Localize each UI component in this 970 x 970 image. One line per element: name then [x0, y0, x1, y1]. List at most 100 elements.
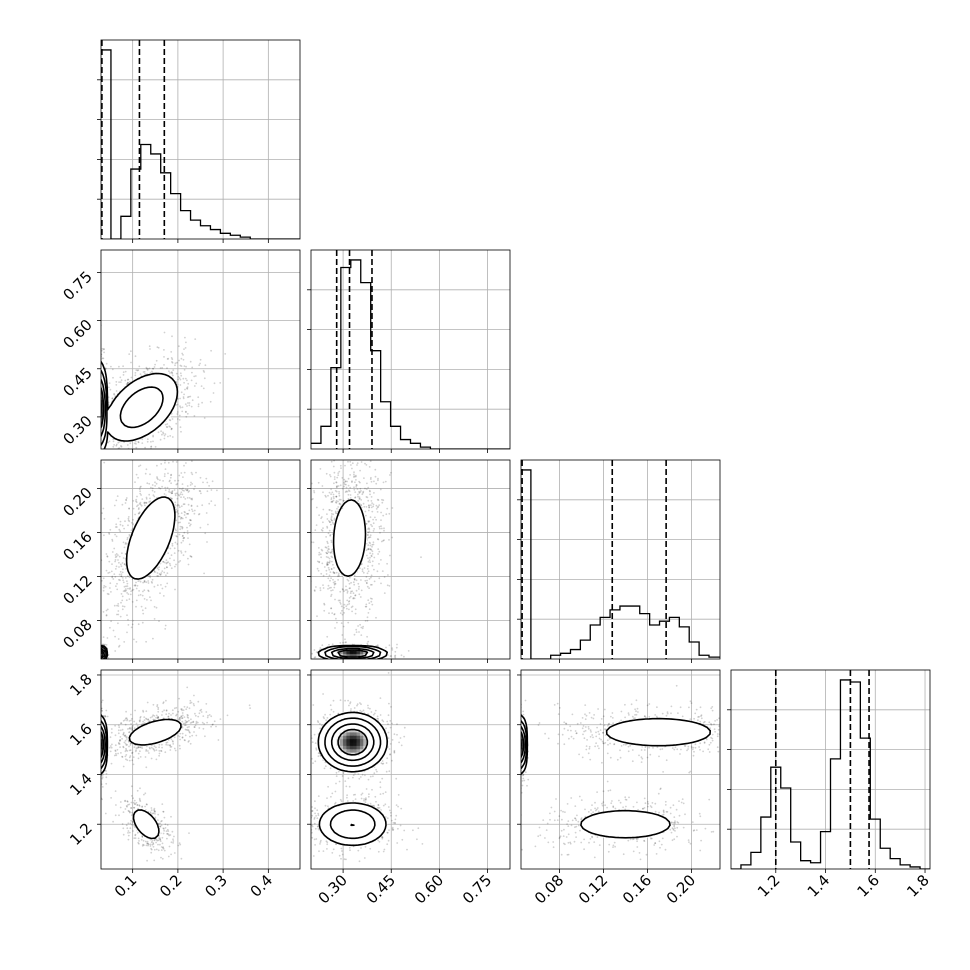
sample-point — [103, 457, 105, 459]
sample-point — [389, 655, 392, 657]
sample-point — [112, 438, 115, 441]
sample-point — [175, 452, 177, 454]
sample-point — [371, 502, 373, 504]
sample-point — [385, 661, 387, 663]
sample-point — [353, 488, 356, 491]
sample-point — [330, 607, 332, 610]
sample-point — [95, 659, 97, 661]
sample-point — [331, 500, 334, 503]
sample-point — [159, 367, 162, 369]
density-cell — [166, 532, 171, 537]
density-cell — [143, 379, 148, 384]
density-cell — [143, 413, 148, 418]
sample-point — [329, 534, 332, 536]
sample-point — [95, 653, 97, 655]
density-cell — [336, 515, 341, 520]
density-cell — [109, 430, 114, 435]
sample-point — [355, 479, 357, 481]
sample-point — [97, 652, 99, 654]
sample-point — [344, 480, 347, 483]
sample-point — [347, 498, 350, 500]
sample-point — [124, 370, 127, 373]
sample-point — [174, 588, 176, 591]
sample-point — [121, 571, 124, 574]
sample-point — [364, 510, 367, 513]
density-cell — [163, 498, 168, 503]
sample-point — [321, 549, 324, 552]
sample-point — [353, 473, 355, 476]
sample-point — [106, 637, 109, 639]
density-cell — [163, 410, 168, 415]
sample-point — [329, 521, 331, 524]
sample-point — [111, 397, 114, 400]
sample-point — [111, 368, 114, 371]
x-tick-label: 1.2 — [754, 871, 784, 901]
density-cell — [143, 406, 148, 411]
sample-point — [188, 402, 191, 404]
density-cell — [153, 508, 158, 513]
sample-point — [348, 576, 351, 579]
sample-point — [182, 539, 184, 542]
density-cell — [143, 559, 148, 564]
sample-point — [97, 659, 99, 661]
density-cell — [119, 400, 124, 405]
density-cell — [136, 413, 141, 418]
density-cell — [163, 386, 168, 391]
sample-point — [129, 588, 131, 590]
sample-point — [129, 482, 131, 484]
sample-point — [188, 543, 191, 546]
sample-point — [383, 527, 385, 530]
density-cell — [106, 420, 111, 425]
sample-point — [119, 376, 122, 379]
sample-point — [98, 411, 100, 413]
sample-point — [194, 375, 197, 377]
sample-point — [357, 582, 360, 585]
sample-point — [180, 472, 183, 474]
density-cell — [101, 437, 104, 442]
sample-point — [366, 455, 368, 457]
sample-point — [180, 374, 183, 377]
sample-point — [339, 484, 342, 487]
density-cell — [170, 505, 175, 510]
density-cell — [139, 420, 144, 425]
sample-point — [380, 540, 383, 543]
sample-point — [327, 548, 330, 550]
sample-point — [180, 365, 183, 367]
sample-point — [204, 532, 207, 535]
sample-point — [326, 540, 329, 543]
sample-point — [102, 659, 104, 661]
density-cell — [133, 420, 138, 425]
sample-point — [149, 348, 151, 350]
sample-point — [97, 662, 99, 664]
sample-point — [169, 476, 172, 479]
sample-point — [350, 464, 352, 466]
sample-point — [118, 528, 121, 531]
sample-point — [186, 387, 188, 390]
sample-point — [391, 649, 394, 651]
density-cell — [166, 539, 171, 544]
density-cell — [356, 508, 361, 513]
density-cell — [136, 572, 141, 577]
density-cell — [163, 539, 168, 544]
sample-point — [355, 579, 358, 582]
sample-point — [96, 453, 98, 455]
density-cell — [149, 427, 154, 432]
sample-point — [377, 477, 379, 480]
density-cell — [153, 532, 158, 537]
sample-point — [314, 529, 317, 531]
sample-point — [120, 601, 122, 604]
sample-point — [412, 660, 414, 662]
sample-point — [98, 429, 100, 431]
sample-point — [168, 419, 171, 421]
density-cell — [133, 423, 138, 428]
density-cell — [119, 423, 124, 428]
sample-point — [341, 588, 344, 590]
sample-point — [103, 585, 106, 587]
density-cell — [133, 379, 138, 384]
sample-point — [97, 382, 99, 384]
sample-point — [117, 610, 120, 612]
sample-point — [120, 575, 123, 578]
density-cell — [156, 539, 161, 544]
sample-point — [150, 599, 152, 602]
sample-point — [162, 560, 164, 563]
